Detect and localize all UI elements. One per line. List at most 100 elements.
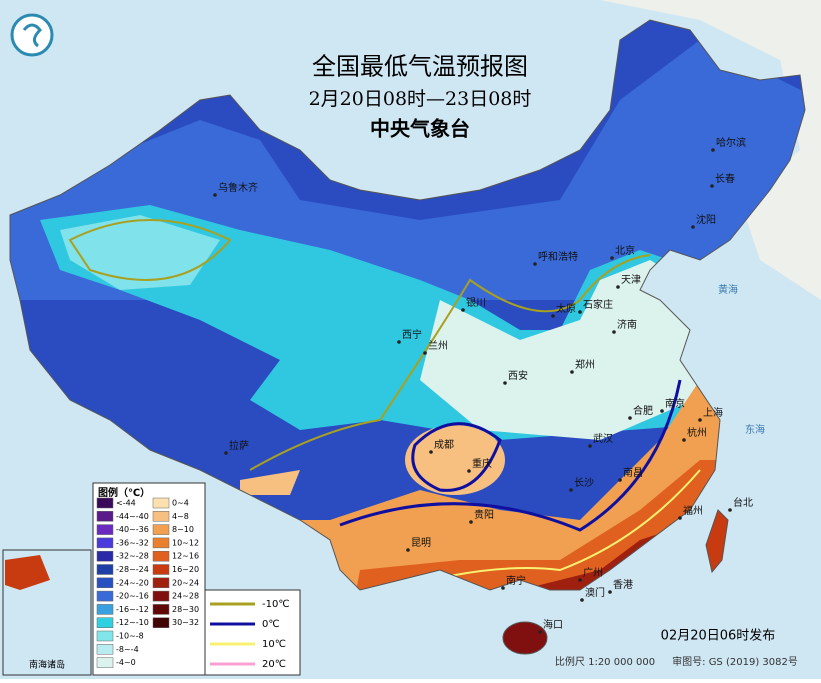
legend-label: 8~10 [172, 525, 194, 534]
city-dot [503, 381, 507, 385]
city-label: 兰州 [428, 339, 448, 352]
isotherm-label: 0℃ [262, 619, 280, 630]
city-label: 武汉 [593, 432, 613, 445]
city-dot [660, 409, 664, 413]
legend-label: -10~-8 [116, 632, 144, 641]
legend-label: 24~28 [172, 592, 199, 601]
city-label: 广州 [583, 567, 603, 579]
legend-swatch [152, 590, 170, 602]
city-dot [429, 450, 433, 454]
isotherm-label: -10℃ [262, 599, 290, 610]
city-label: 太原 [556, 302, 576, 315]
city-label: 银川 [466, 296, 486, 309]
city-dot [628, 416, 632, 420]
issuer: 中央气象台 [370, 117, 470, 141]
city-dot [213, 193, 217, 197]
city-label: 沈阳 [696, 213, 716, 226]
legend-label: 16~20 [172, 565, 199, 574]
legend-label: 10~12 [172, 538, 199, 547]
city-dot [608, 590, 612, 594]
legend-label: -12~-10 [116, 618, 149, 627]
legend-label: -24~-20 [116, 578, 149, 587]
legend-label: 0~4 [172, 499, 189, 508]
city-dot [406, 548, 410, 552]
city-dot [612, 330, 616, 334]
city-dot [618, 478, 622, 482]
city-label: 西宁 [402, 328, 422, 341]
city-label: 昆明 [411, 537, 431, 549]
legend-swatch [96, 630, 114, 642]
legend-swatch [96, 564, 114, 575]
city-dot [469, 520, 473, 524]
border [9, 19, 806, 591]
city-label: 成都 [434, 439, 454, 451]
legend-swatch [152, 550, 170, 562]
city-label: 南宁 [506, 574, 526, 587]
legend-swatch [96, 577, 114, 589]
taiwan [705, 509, 729, 574]
legend-title: 图例（℃） [98, 486, 150, 499]
legend-swatch [152, 577, 170, 589]
neighbor-land [600, 0, 821, 300]
city-dot [397, 340, 401, 344]
legend-swatch [96, 550, 114, 562]
city-dot [578, 578, 582, 582]
city-label: 呼和浩特 [538, 251, 578, 263]
city-label: 重庆 [472, 457, 492, 470]
city-label: 合肥 [633, 404, 653, 417]
city-label: 天津 [621, 274, 641, 286]
city-dot [711, 148, 715, 152]
city-label: 哈尔滨 [716, 136, 746, 149]
city-dot [580, 598, 584, 602]
legend-swatch [96, 617, 114, 628]
isotherm-label: 10℃ [262, 639, 286, 650]
city-dot [710, 184, 714, 188]
city-dot [728, 508, 732, 512]
city-label: 乌鲁木齐 [218, 181, 258, 194]
legend-swatch [96, 657, 114, 668]
issued: 02月20日06时发布 [661, 628, 776, 644]
city-dot [551, 314, 555, 318]
city-dot [501, 586, 505, 590]
city-dot [678, 516, 682, 520]
legend-label: -32~-28 [116, 552, 149, 561]
city-label: 拉萨 [229, 439, 249, 452]
legend-swatch [96, 604, 114, 615]
legend-swatch [96, 497, 114, 509]
city-label: 香港 [613, 579, 633, 591]
city-dot [682, 438, 686, 442]
legend-label: -36~-32 [116, 538, 149, 547]
city-label: 台北 [733, 496, 753, 509]
legend-swatch [152, 564, 170, 575]
legend-label: 4~8 [172, 512, 189, 521]
city-label: 上海 [703, 406, 723, 419]
logo [10, 13, 54, 57]
legend-label: -8~-4 [116, 645, 139, 654]
city-dot [423, 351, 427, 355]
legend-label: 20~24 [172, 578, 199, 587]
city-dot [538, 630, 542, 634]
review-number: 审图号: GS (2019) 3082号 [672, 655, 798, 668]
subtitle: 2月20日08时—23日08时 [309, 88, 532, 110]
isotherm-items: -10℃ 0℃ 10℃ 20℃ [210, 599, 290, 670]
legend-label: 28~30 [172, 605, 199, 614]
city-dot [691, 225, 695, 229]
legend-label: -4~0 [116, 658, 136, 667]
city-dot [461, 308, 465, 312]
hainan [502, 621, 548, 655]
city-label: 澳门 [585, 586, 605, 599]
legend-swatch [152, 604, 170, 615]
legend-swatch [152, 497, 170, 509]
city-dot [698, 418, 702, 422]
legend-label: -16~-12 [116, 605, 149, 614]
city-dot [616, 285, 620, 289]
legend-label: 30~32 [172, 618, 199, 627]
city-label: 南京 [665, 397, 685, 410]
legend-label: -40~-36 [116, 525, 149, 534]
city-label: 贵阳 [474, 508, 494, 521]
isotherm-label: 20℃ [262, 659, 286, 670]
legend-swatch [152, 537, 170, 549]
legend-label: 12~16 [172, 552, 199, 561]
scale: 比例尺 1:20 000 000 [555, 655, 655, 668]
sea-label: 东海 [745, 423, 765, 436]
